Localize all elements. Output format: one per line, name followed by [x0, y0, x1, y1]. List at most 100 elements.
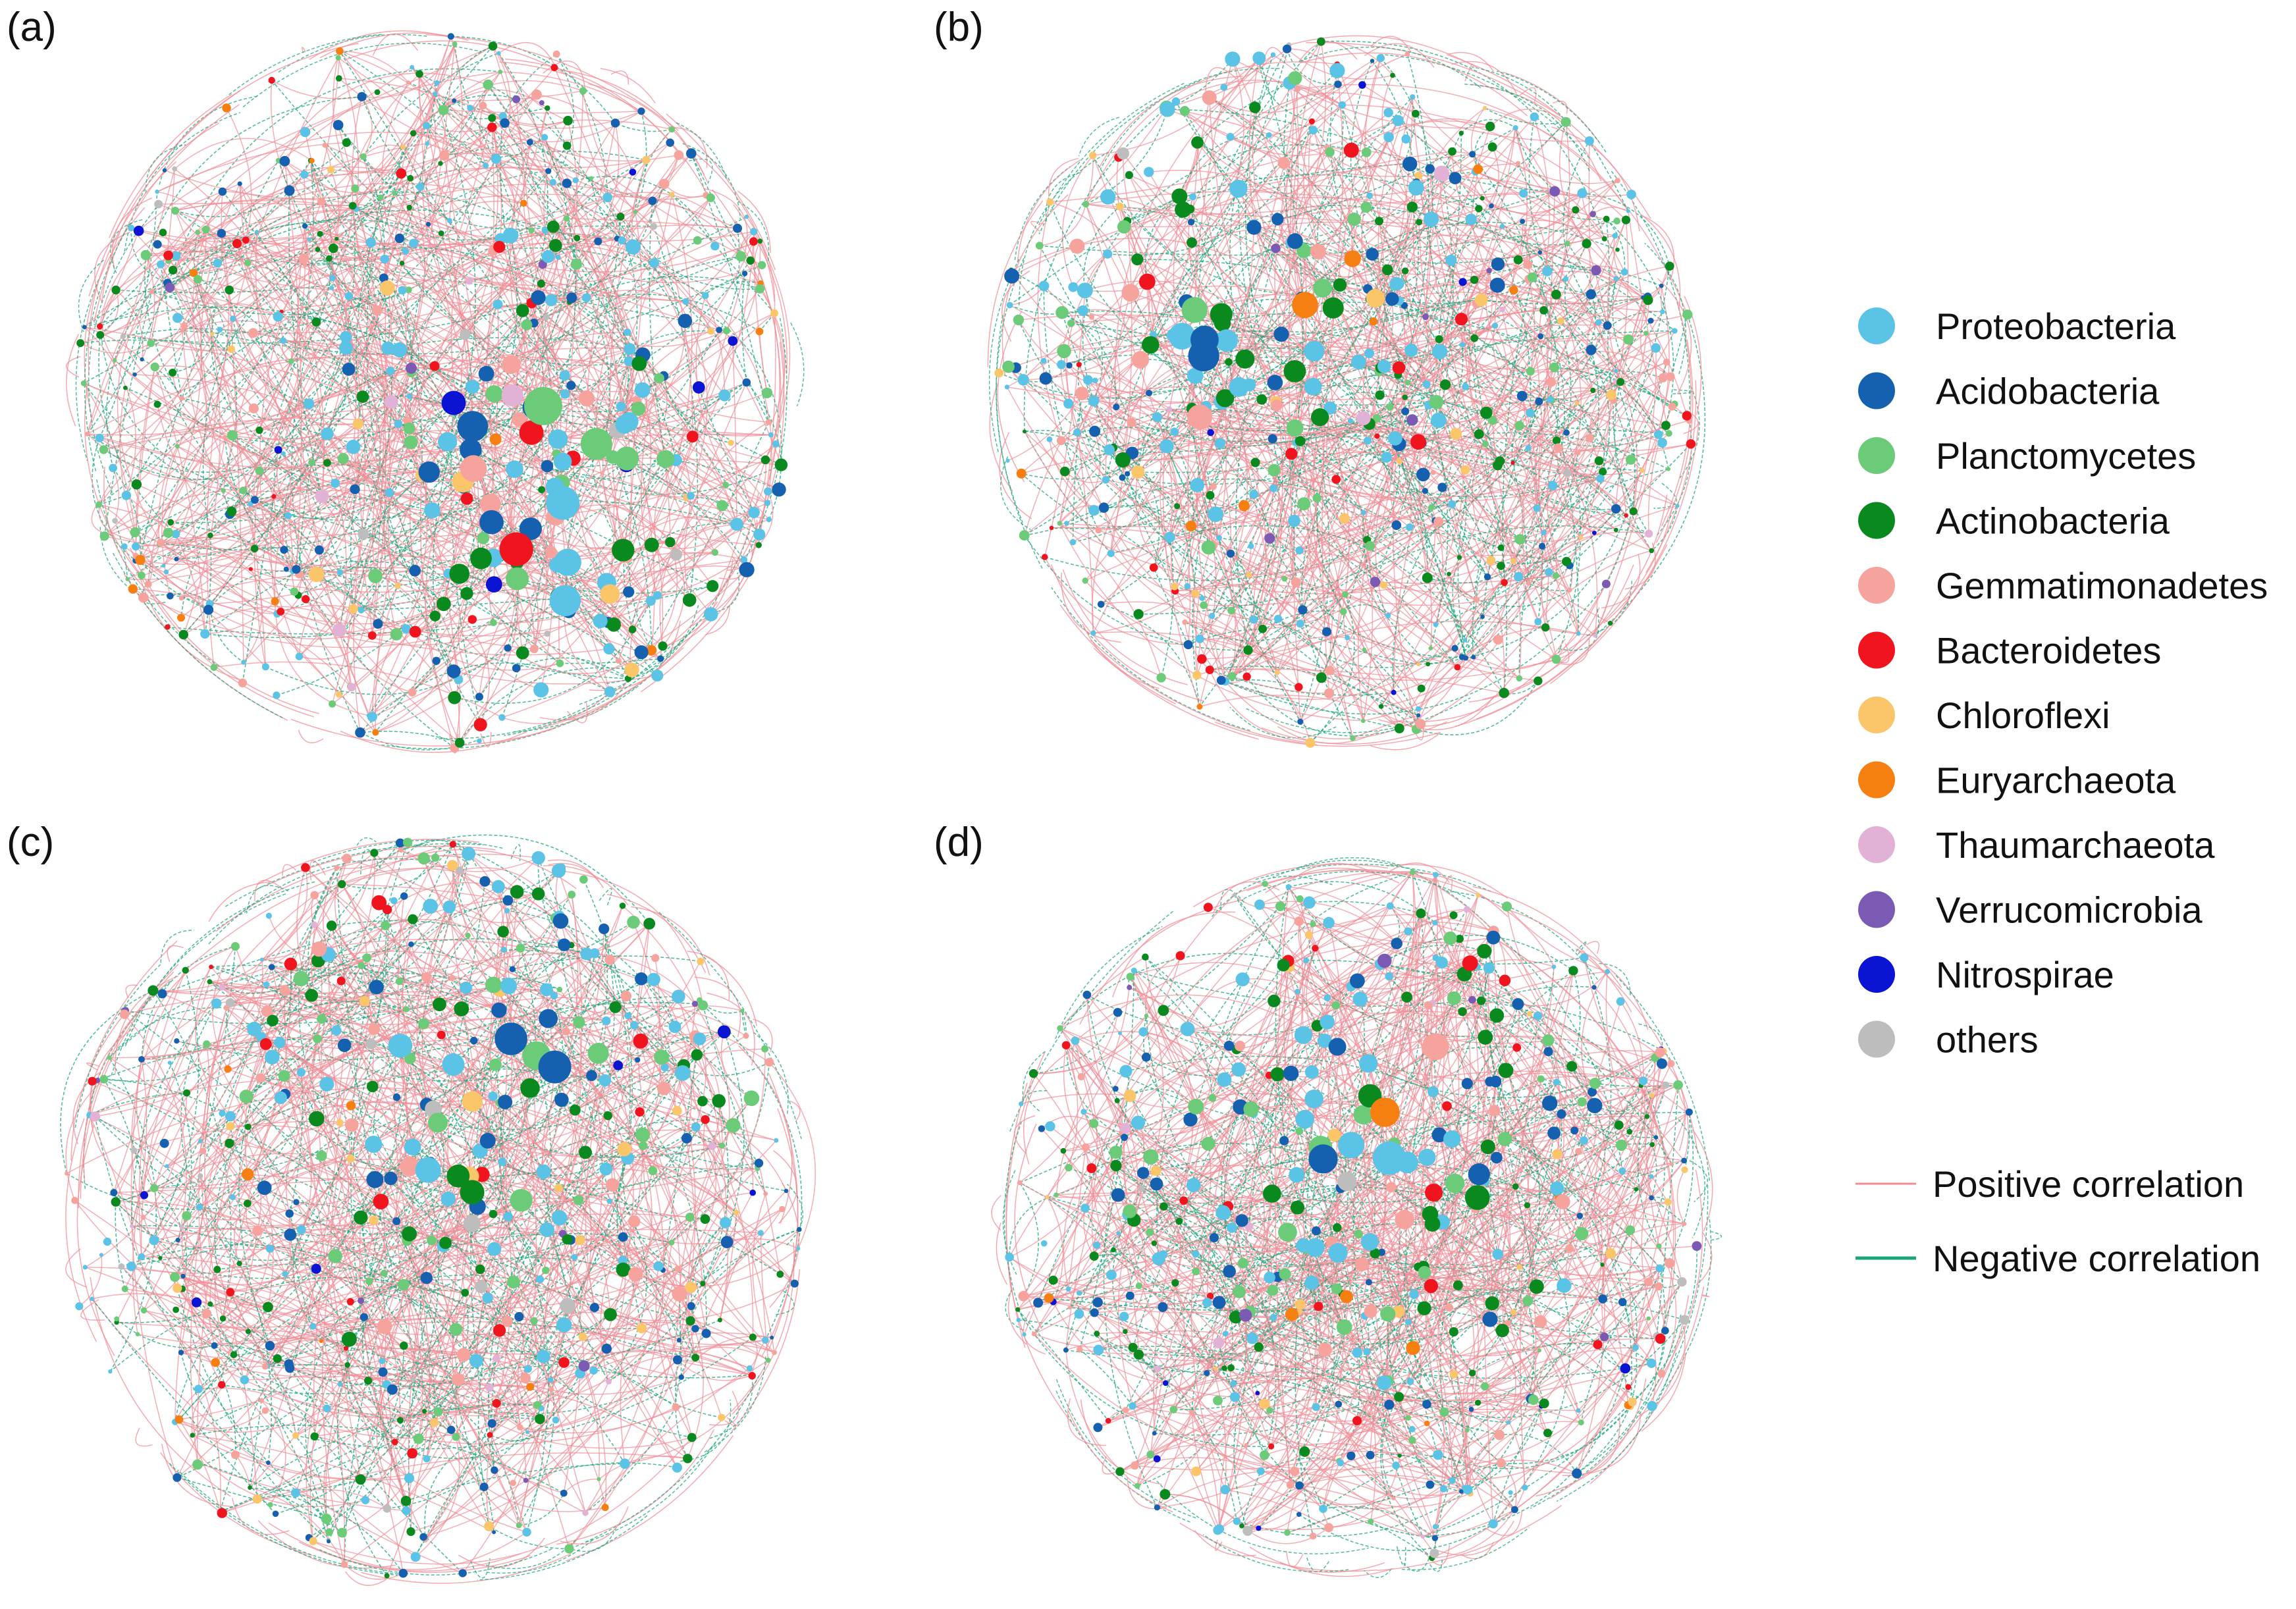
- node-planctomycetes: [757, 261, 766, 270]
- node-proteobacteria: [581, 293, 591, 303]
- node-actinobacteria: [776, 1271, 784, 1278]
- negative-edge: [1225, 681, 1400, 729]
- positive-edge: [1061, 155, 1094, 288]
- node-acidobacteria: [475, 693, 484, 701]
- node-gemmatimonadetes: [480, 493, 501, 515]
- positive-edge: [163, 255, 207, 566]
- node-planctomycetes: [362, 953, 371, 963]
- positive-edge: [1190, 525, 1649, 606]
- positive-edge: [334, 367, 413, 484]
- node-actinobacteria: [219, 1315, 227, 1322]
- positive-edge: [88, 161, 177, 375]
- positive-edge: [277, 316, 412, 378]
- node-nitrospirae: [629, 169, 637, 176]
- node-actinobacteria: [1426, 662, 1431, 667]
- negative-edge: [1569, 460, 1600, 591]
- positive-edge: [1187, 399, 1262, 587]
- node-gemmatimonadetes: [562, 1027, 570, 1036]
- node-planctomycetes: [1055, 306, 1069, 319]
- negative-edge: [103, 449, 260, 480]
- negative-edge: [1245, 54, 1276, 383]
- positive-edge: [345, 336, 759, 546]
- node-planctomycetes: [174, 444, 180, 449]
- node-gemmatimonadetes: [144, 580, 152, 588]
- negative-edge: [1150, 44, 1290, 346]
- node-actinobacteria: [603, 1111, 612, 1121]
- node-gemmatimonadetes: [510, 1479, 516, 1487]
- negative-edge: [228, 34, 382, 95]
- positive-edge: [1049, 439, 1094, 511]
- positive-edge: [114, 272, 194, 361]
- node-proteobacteria: [1562, 276, 1569, 282]
- negative-edge: [1428, 404, 1642, 471]
- node-proteobacteria: [75, 1302, 84, 1311]
- negative-edge: [548, 171, 621, 217]
- node-actinobacteria: [757, 238, 763, 244]
- negative-edge: [109, 1057, 157, 1372]
- node-actinobacteria: [1258, 624, 1268, 633]
- positive-edge: [1253, 619, 1278, 673]
- node-proteobacteria: [1056, 359, 1066, 369]
- negative-edge: [1464, 453, 1579, 641]
- node-bacteroidetes: [635, 1107, 645, 1117]
- node-actinobacteria: [1206, 490, 1215, 500]
- node-actinobacteria: [111, 285, 120, 295]
- node-planctomycetes: [711, 548, 719, 556]
- node-proteobacteria: [1004, 384, 1010, 390]
- node-proteobacteria: [1519, 189, 1528, 198]
- node-bacteroidetes: [1295, 683, 1303, 691]
- node-actinobacteria: [169, 369, 177, 377]
- node-proteobacteria: [750, 228, 758, 236]
- node-actinobacteria: [326, 255, 333, 262]
- node-acidobacteria: [1097, 600, 1105, 608]
- node-thaumarchaeota: [466, 277, 473, 285]
- node-gemmatimonadetes: [408, 688, 417, 697]
- node-verrucomicrobia: [1549, 186, 1561, 197]
- node-gemmatimonadetes: [1663, 358, 1670, 366]
- positive-edge: [154, 367, 206, 634]
- node-proteobacteria: [496, 51, 501, 56]
- node-acidobacteria: [457, 411, 489, 442]
- negative-edge: [103, 1078, 145, 1196]
- negative-edge: [545, 230, 610, 438]
- node-actinobacteria: [1474, 429, 1484, 439]
- negative-edge: [1472, 381, 1621, 658]
- node-proteobacteria: [603, 643, 615, 655]
- node-bacteroidetes: [242, 236, 250, 244]
- node-planctomycetes: [1626, 454, 1636, 465]
- node-acidobacteria: [1458, 654, 1465, 660]
- node-acidobacteria: [446, 1425, 456, 1435]
- node-actinobacteria: [1174, 503, 1181, 510]
- node-actinobacteria: [406, 1527, 415, 1537]
- positive-edge: [1294, 321, 1374, 429]
- node-gemmatimonadetes: [371, 305, 383, 316]
- positive-edge: [163, 482, 467, 566]
- positive-edge: [558, 870, 704, 1006]
- negative-edge: [493, 247, 706, 296]
- negative-edge: [1321, 40, 1605, 239]
- node-proteobacteria: [1651, 343, 1661, 353]
- node-chloroflexi: [624, 662, 639, 677]
- node-planctomycetes: [452, 1433, 460, 1441]
- positive-edge: [1528, 278, 1535, 372]
- negative-edge: [1519, 468, 1669, 540]
- positive-edge: [84, 327, 363, 398]
- node-acidobacteria: [379, 273, 388, 283]
- node-actinobacteria: [774, 458, 788, 471]
- positive-edge: [282, 453, 292, 516]
- positive-edge: [342, 1477, 410, 1533]
- positive-edge: [556, 544, 759, 602]
- positive-edge: [361, 96, 373, 157]
- node-gemmatimonadetes: [180, 322, 188, 329]
- node-actinobacteria: [460, 587, 473, 600]
- negative-edge: [1370, 461, 1401, 546]
- node-gemmatimonadetes: [1526, 581, 1531, 586]
- node-proteobacteria: [541, 134, 548, 141]
- node-planctomycetes: [498, 69, 503, 74]
- node-others: [198, 1173, 203, 1179]
- positive-edge: [1615, 377, 1664, 509]
- node-actinobacteria: [1487, 142, 1497, 152]
- positive-edge: [149, 42, 359, 177]
- positive-edge: [545, 229, 628, 332]
- node-proteobacteria: [108, 1369, 113, 1374]
